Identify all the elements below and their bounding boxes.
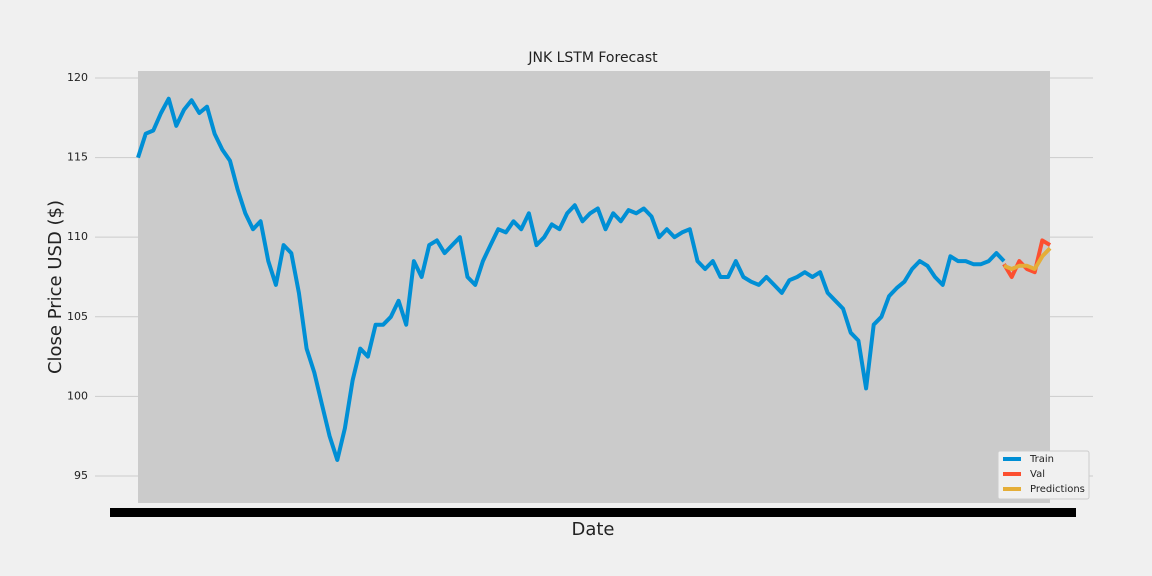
overlapping-x-tick-labels	[110, 508, 1076, 517]
chart-title: JNK LSTM Forecast	[527, 50, 658, 66]
y-tick-label: 95	[74, 469, 88, 482]
legend-label: Train	[1029, 454, 1054, 465]
y-tick-label: 115	[67, 151, 88, 164]
line-2	[1003, 246, 1052, 271]
y-tick-label: 120	[67, 71, 88, 84]
y-tick-label: 100	[67, 389, 88, 402]
line-0	[136, 96, 1006, 462]
y-axis-label: Close Price USD ($)	[45, 200, 66, 374]
legend-label: Val	[1030, 469, 1045, 480]
legend-label: Predictions	[1030, 484, 1085, 495]
line-1	[1002, 238, 1052, 279]
y-tick-label: 110	[67, 230, 88, 243]
x-axis-label: Date	[571, 519, 614, 540]
y-tick-label: 105	[67, 310, 88, 323]
plot-background	[138, 71, 1050, 503]
